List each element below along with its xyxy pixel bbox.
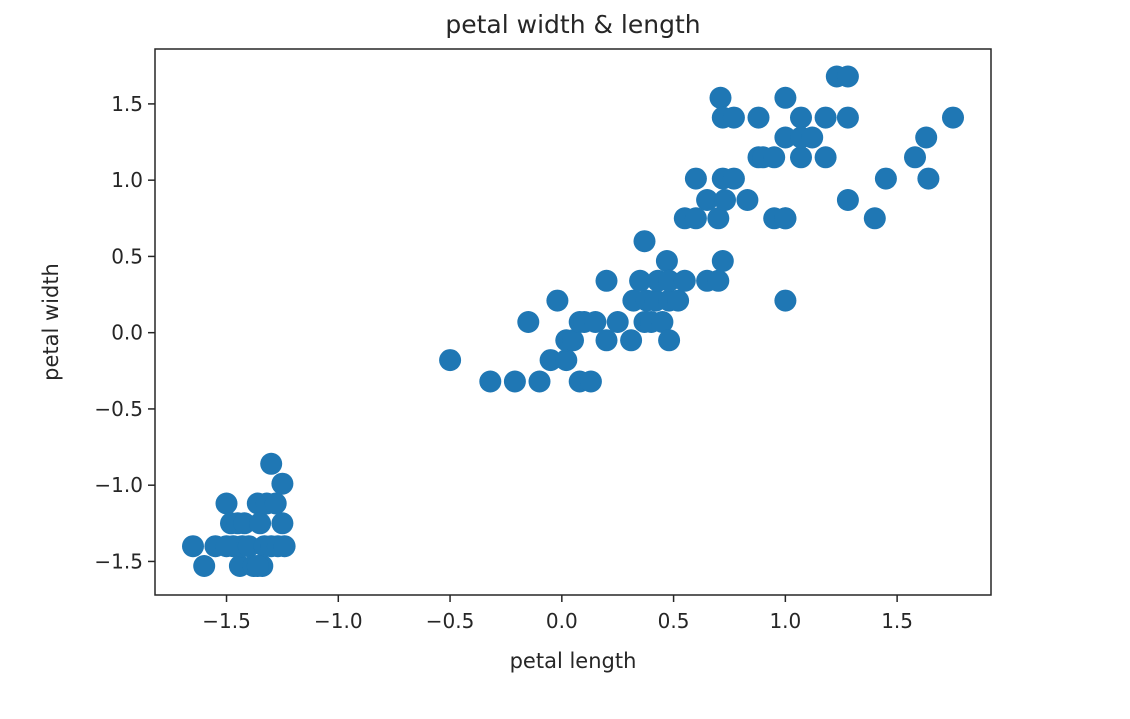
scatter-point bbox=[747, 106, 770, 129]
scatter-point bbox=[801, 126, 824, 149]
y-axis-label: petal width bbox=[39, 263, 63, 381]
scatter-point bbox=[579, 370, 602, 393]
scatter-point bbox=[260, 452, 283, 475]
scatter-point bbox=[673, 269, 696, 292]
points-layer bbox=[182, 65, 964, 577]
y-tick-label: 0.5 bbox=[111, 244, 143, 268]
scatter-point bbox=[246, 555, 269, 577]
scatter-point bbox=[595, 269, 618, 292]
plot-frame bbox=[154, 48, 992, 596]
scatter-point bbox=[271, 512, 294, 535]
scatter-point bbox=[658, 269, 681, 292]
scatter-point bbox=[915, 126, 938, 149]
scatter-point bbox=[684, 167, 707, 190]
x-axis-label: petal length bbox=[510, 649, 637, 673]
scatter-point bbox=[863, 207, 886, 230]
scatter-point bbox=[233, 512, 256, 535]
scatter-point bbox=[633, 230, 656, 253]
scatter-point bbox=[539, 349, 562, 372]
scatter-point bbox=[722, 167, 745, 190]
scatter-point bbox=[215, 492, 238, 515]
scatter-point bbox=[439, 349, 462, 372]
scatter-point bbox=[722, 106, 745, 129]
scatter-point bbox=[836, 189, 859, 211]
chart-title: petal width & length bbox=[445, 10, 700, 39]
y-axis: −1.5 −1.0 −0.5 0.0 0.5 1.0 1.5 bbox=[94, 92, 155, 573]
scatter-point bbox=[584, 311, 607, 333]
scatter-point bbox=[595, 329, 618, 352]
scatter-point bbox=[658, 329, 681, 352]
scatter-point bbox=[714, 189, 736, 211]
scatter-point bbox=[193, 555, 216, 577]
scatter-point bbox=[707, 207, 730, 230]
scatter-point bbox=[814, 106, 837, 129]
scatter-point bbox=[237, 535, 260, 558]
scatter-point bbox=[711, 250, 734, 272]
scatter-point bbox=[629, 269, 652, 292]
y-tick-label: 0.0 bbox=[111, 321, 143, 345]
scatter-point bbox=[606, 311, 629, 333]
scatter-point bbox=[790, 106, 812, 129]
scatter-point bbox=[182, 535, 204, 558]
y-tick-label: 1.0 bbox=[111, 168, 143, 192]
scatter-point bbox=[790, 146, 812, 169]
x-tick-label: 1.0 bbox=[769, 609, 801, 633]
scatter-point bbox=[814, 146, 837, 169]
x-tick-label: −0.5 bbox=[426, 609, 475, 633]
y-tick-label: −1.5 bbox=[94, 549, 143, 573]
scatter-point bbox=[874, 167, 897, 190]
scatter-point bbox=[264, 492, 287, 515]
x-tick-label: −1.0 bbox=[314, 609, 363, 633]
y-tick-label: −1.0 bbox=[94, 473, 143, 497]
scatter-point bbox=[249, 512, 272, 535]
scatter-point bbox=[836, 106, 859, 129]
scatter-point bbox=[684, 207, 707, 230]
scatter-point bbox=[904, 146, 926, 169]
scatter-point bbox=[736, 189, 759, 211]
scatter-point bbox=[562, 329, 584, 352]
scatter-point bbox=[517, 311, 540, 333]
scatter-point bbox=[709, 86, 732, 109]
x-tick-label: 0.5 bbox=[658, 609, 690, 633]
scatter-point bbox=[836, 65, 859, 88]
scatter-point bbox=[942, 106, 964, 129]
x-tick-label: 0.0 bbox=[546, 609, 578, 633]
x-axis: −1.5 −1.0 −0.5 0.0 0.5 1.0 1.5 bbox=[202, 595, 913, 633]
x-tick-label: 1.5 bbox=[881, 609, 913, 633]
scatter-point bbox=[215, 535, 238, 558]
scatter-point bbox=[555, 349, 578, 372]
y-tick-label: −0.5 bbox=[94, 397, 143, 421]
scatter-point bbox=[546, 289, 569, 312]
scatter-point bbox=[271, 472, 294, 495]
scatter-point bbox=[917, 167, 940, 190]
scatter-point bbox=[655, 250, 678, 272]
scatter-point bbox=[620, 329, 643, 352]
scatter-point bbox=[651, 311, 674, 333]
scatter-point bbox=[273, 535, 296, 558]
scatter-point bbox=[774, 126, 797, 149]
scatter-point bbox=[696, 189, 719, 211]
scatter-point bbox=[707, 269, 730, 292]
scatter-point bbox=[479, 370, 502, 393]
scatter-point bbox=[774, 86, 797, 109]
scatter-point bbox=[528, 370, 551, 393]
scatter-point bbox=[503, 370, 526, 393]
x-tick-label: −1.5 bbox=[202, 609, 251, 633]
scatter-point bbox=[774, 207, 797, 230]
scatter-point bbox=[763, 146, 786, 169]
scatter-point bbox=[774, 289, 797, 312]
scatter-point bbox=[667, 289, 690, 312]
y-tick-label: 1.5 bbox=[111, 92, 143, 116]
